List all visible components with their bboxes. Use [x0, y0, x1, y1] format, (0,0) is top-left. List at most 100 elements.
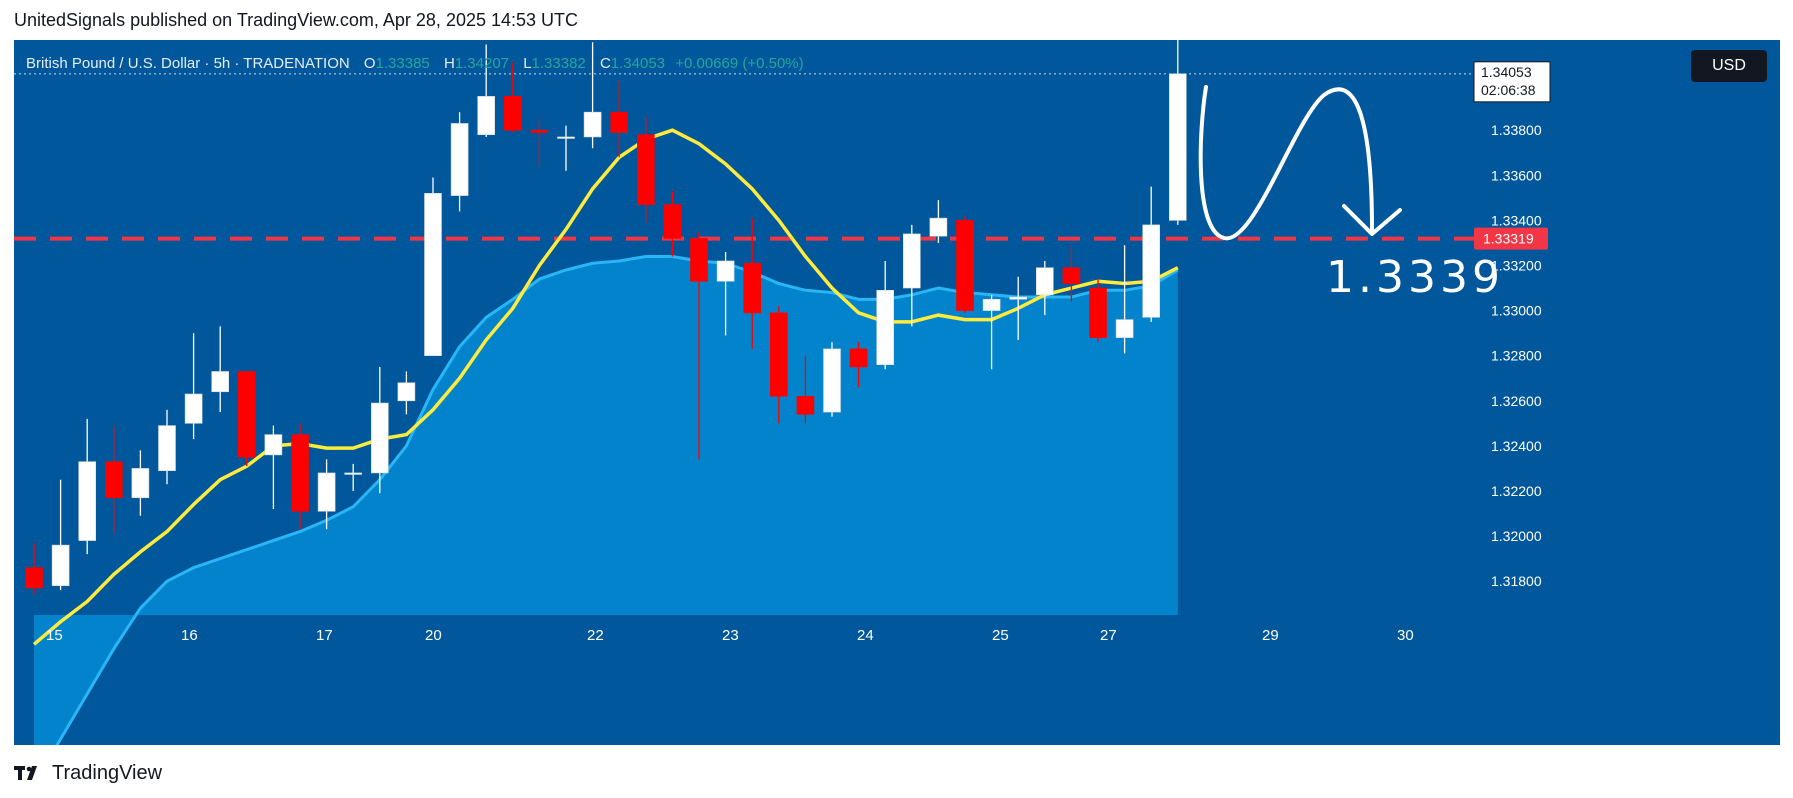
candle-body — [397, 382, 416, 402]
candle-body — [929, 217, 948, 237]
candle-body — [982, 299, 1001, 311]
legend-low-label: L — [523, 55, 532, 72]
legend-low-value: 1.33382 — [531, 55, 586, 72]
candle-body — [796, 395, 815, 415]
legend-open-label: O — [363, 55, 376, 72]
candle-body — [184, 393, 203, 424]
candle — [78, 418, 96, 555]
candle-body — [450, 123, 469, 196]
candle — [131, 450, 150, 516]
candle-body — [158, 425, 176, 471]
candle — [105, 425, 123, 534]
ma-fast-line — [32, 128, 1179, 646]
candle — [158, 409, 176, 485]
y-tick-label: 1.32200 — [1491, 483, 1542, 499]
candle — [450, 112, 469, 212]
candle-body — [1115, 319, 1134, 338]
footer-brand-label: TradingView — [52, 762, 163, 784]
candle-body — [291, 434, 309, 512]
candle — [344, 463, 363, 491]
candle-body — [1035, 267, 1054, 296]
candle — [25, 542, 43, 595]
legend-open-value: 1.33385 — [375, 55, 430, 72]
legend-high-label: H — [443, 55, 455, 72]
price-axis-background — [1479, 40, 1780, 615]
candle — [849, 342, 868, 388]
level-annotation: 1.3339 — [1326, 252, 1504, 303]
candle-body — [876, 289, 895, 366]
candle — [610, 80, 629, 158]
last-price-value: 1.34053 — [1481, 64, 1532, 80]
candle-body — [424, 193, 442, 356]
candle — [264, 425, 283, 510]
projection-path — [1198, 85, 1374, 241]
candle-body — [105, 461, 123, 499]
candle — [769, 306, 788, 424]
candle-body — [636, 134, 655, 205]
candle — [583, 42, 602, 149]
y-tick-label: 1.33600 — [1491, 167, 1542, 183]
candle-body — [1009, 296, 1028, 300]
ma-slow-line — [55, 254, 1179, 745]
x-tick-label: 16 — [181, 627, 198, 644]
level-price-box — [1474, 227, 1548, 250]
candle-body — [849, 348, 868, 368]
y-tick-label: 1.32400 — [1491, 438, 1542, 454]
candle-body — [370, 402, 389, 474]
candle-body — [317, 472, 336, 512]
candle — [530, 118, 549, 167]
chart-panel[interactable]: 1.33800 1.33600 1.33400 1.33200 1.33000 1.328… — [14, 40, 1780, 745]
candle — [690, 231, 708, 460]
candle — [796, 355, 815, 424]
candle — [1169, 40, 1187, 225]
price-chart[interactable]: 1.33800 1.33600 1.33400 1.33200 1.33000 1.328… — [14, 40, 1780, 745]
candle — [370, 366, 389, 494]
candle-body — [1089, 287, 1107, 338]
y-tick-label: 1.33800 — [1491, 122, 1542, 138]
candle-body — [477, 96, 496, 136]
candle-body — [823, 348, 841, 413]
y-tick-label: 1.33200 — [1491, 257, 1542, 273]
candle-body — [769, 312, 788, 397]
currency-button[interactable]: USD — [1691, 50, 1767, 82]
candle — [317, 459, 336, 530]
candle — [1035, 260, 1054, 316]
ma-slow-area — [34, 256, 1178, 745]
candle-body — [1169, 73, 1187, 221]
candle-body — [956, 220, 974, 311]
x-tick-label: 17 — [316, 627, 333, 644]
level-price-tag: 1.33319 — [1474, 227, 1548, 250]
candle — [291, 423, 309, 530]
candle — [929, 200, 948, 243]
tradingview-logo-icon — [14, 765, 37, 780]
candle-body — [1142, 224, 1160, 318]
candle-body — [344, 472, 363, 475]
footer-brand[interactable]: TradingView — [14, 762, 162, 785]
x-tick-label: 24 — [857, 627, 874, 644]
candle-body — [663, 204, 682, 239]
candle-body — [78, 461, 96, 541]
legend-close-label: C — [599, 55, 611, 72]
x-tick-label: 23 — [722, 627, 739, 644]
x-tick-label: 20 — [425, 627, 442, 644]
candle-body — [503, 96, 522, 131]
candle — [876, 260, 895, 370]
last-price-countdown: 02:06:38 — [1481, 82, 1536, 98]
candle — [51, 479, 70, 591]
candle — [1115, 245, 1134, 354]
candle — [477, 44, 496, 137]
candle-body — [690, 238, 708, 282]
y-tick-label: 1.32800 — [1491, 348, 1542, 364]
candle-body — [211, 371, 229, 393]
candle — [716, 251, 735, 336]
candle — [982, 294, 1001, 370]
legend-high-value: 1.34207 — [454, 55, 510, 72]
candle-body — [530, 129, 549, 133]
x-tick-label: 29 — [1262, 627, 1279, 644]
projection-arrowhead-icon — [1342, 204, 1402, 236]
candle — [1062, 245, 1081, 302]
candle — [663, 191, 682, 257]
legend-change: +0.00669 (+0.50%) — [675, 55, 804, 72]
publish-line: UnitedSignals published on TradingView.c… — [14, 10, 579, 30]
candle-body — [131, 468, 150, 499]
